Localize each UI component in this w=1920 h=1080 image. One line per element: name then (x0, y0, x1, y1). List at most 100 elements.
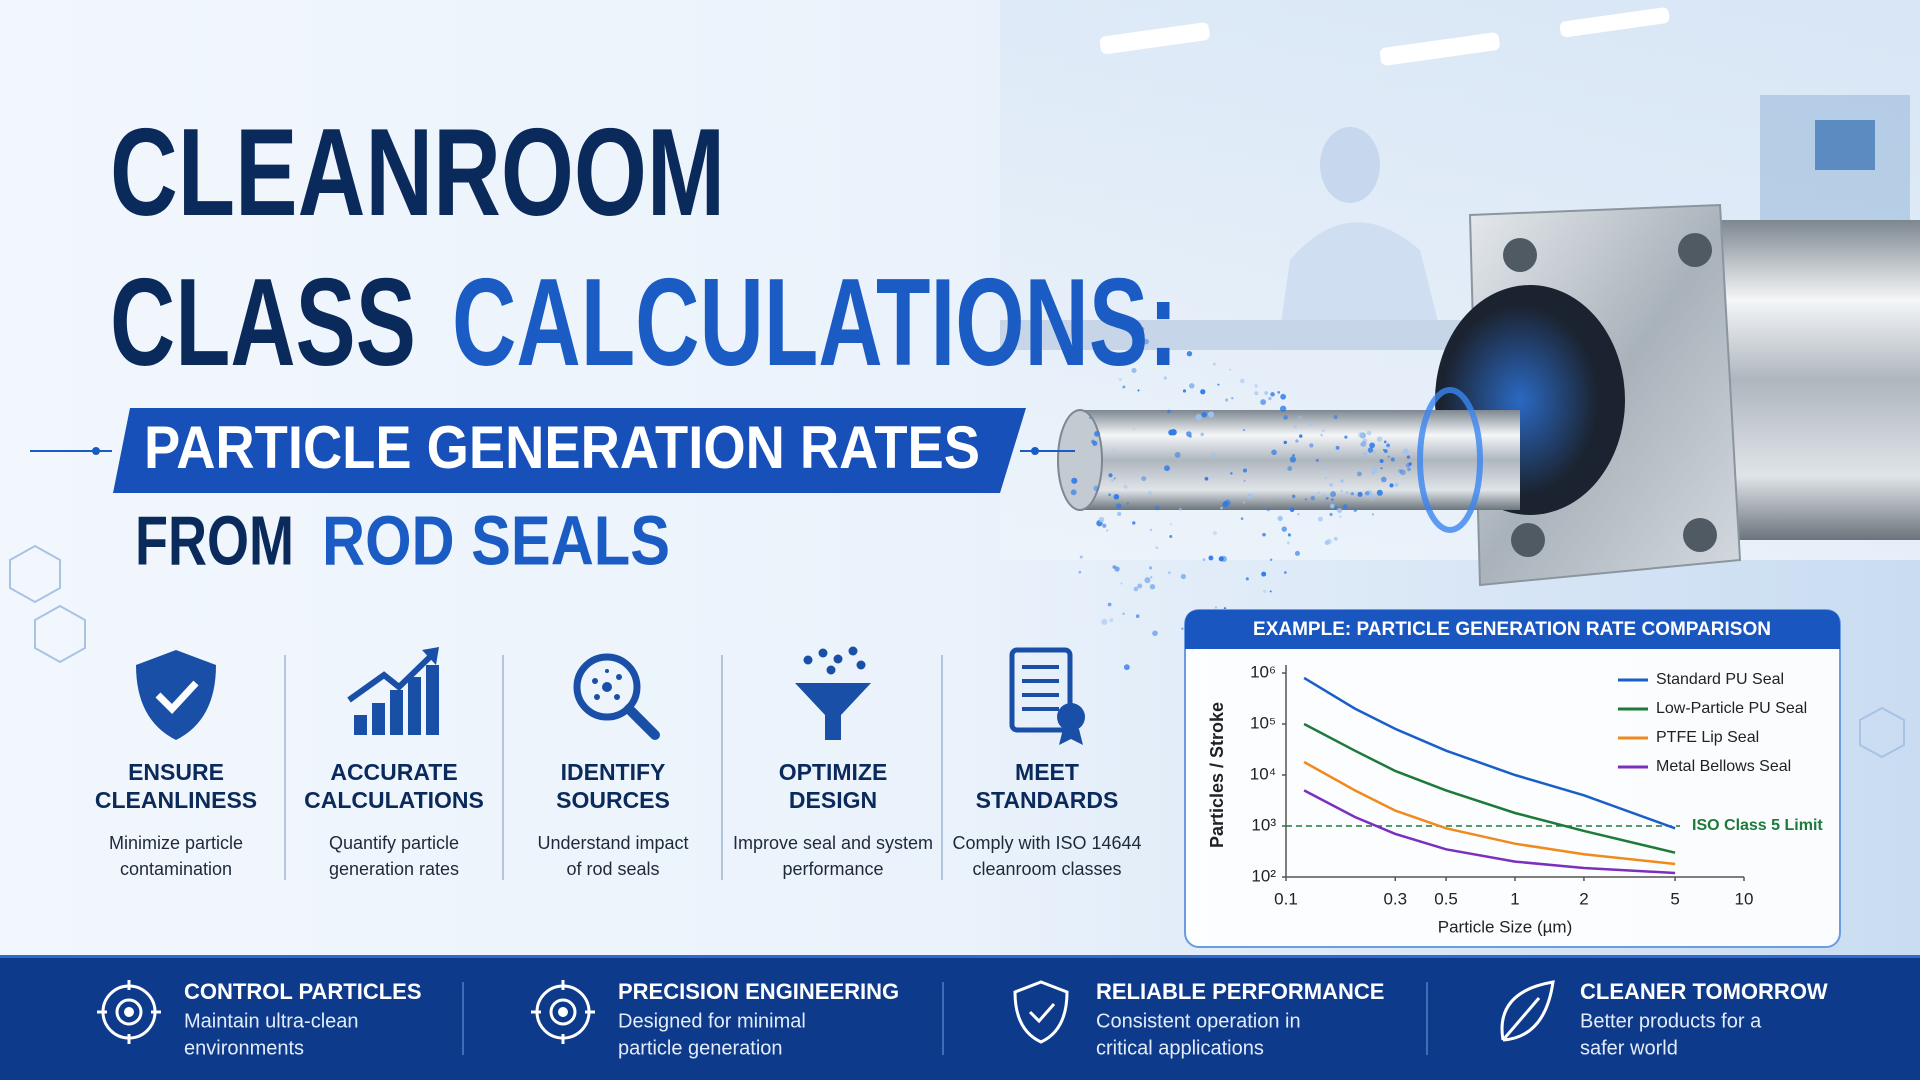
particle (1112, 448, 1116, 452)
particle (1231, 397, 1234, 400)
particle (1113, 477, 1116, 480)
footer-title: CLEANER TOMORROW (1580, 979, 1828, 1004)
hex-decor (9, 544, 1905, 759)
feature-title: ACCURATE (330, 759, 457, 785)
x-tick-label: 5 (1670, 889, 1679, 908)
particle (1266, 508, 1270, 512)
subtitle-from: FROM (135, 501, 294, 579)
particle (1101, 618, 1108, 625)
particle (1376, 489, 1383, 496)
title-line-1: CLEANROOM (110, 104, 725, 242)
particle (1155, 505, 1160, 511)
y-tick-label: 10⁴ (1250, 764, 1276, 783)
particle (1130, 325, 1133, 328)
footer-title: CONTROL PARTICLES (184, 979, 422, 1004)
particle (1344, 435, 1348, 439)
particle (1294, 550, 1300, 556)
particle (1372, 450, 1377, 454)
icon-dot (818, 648, 828, 658)
icon-dot (592, 678, 598, 684)
particle (1362, 438, 1368, 444)
icon-dot (614, 694, 620, 700)
particle (1340, 479, 1344, 483)
reference-label: ISO Class 5 Limit (1692, 817, 1823, 834)
particle (1230, 472, 1233, 475)
banner-text: PARTICLE GENERATION RATES (144, 414, 980, 481)
series-line (1303, 760, 1676, 866)
particle (1122, 385, 1126, 389)
particle (1293, 424, 1298, 429)
particle (1310, 495, 1315, 501)
legend-label: PTFE Lip Seal (1656, 729, 1759, 746)
icon-ribbon (1059, 729, 1083, 745)
feature-text: performance (782, 859, 883, 879)
particle (1317, 516, 1323, 522)
title-word-calculations: CALCULATIONS: (452, 254, 1178, 392)
particle (1220, 506, 1223, 510)
feature-text: of rod seals (566, 859, 659, 879)
particle (1356, 471, 1362, 477)
particle (1297, 415, 1302, 420)
particle (1164, 465, 1170, 472)
particle (1376, 436, 1383, 442)
particle (1269, 558, 1273, 561)
particle (1167, 409, 1171, 414)
feature-title: STANDARDS (976, 787, 1119, 813)
particle (1093, 485, 1100, 492)
footer-text: Consistent operation in (1096, 1010, 1301, 1032)
icon-bar (390, 690, 403, 735)
icon-dot (602, 682, 612, 692)
legend-label: Standard PU Seal (1656, 671, 1784, 688)
particle (1195, 414, 1202, 421)
particle (1389, 483, 1394, 488)
particle (1126, 502, 1130, 505)
icon-dot (856, 660, 866, 670)
particle (1242, 468, 1247, 473)
particle (1113, 494, 1120, 500)
footer-icon (1013, 980, 1069, 1044)
particle (1333, 415, 1338, 420)
icon-bar (354, 715, 367, 735)
particle (1223, 607, 1227, 610)
particle (1102, 523, 1107, 528)
particle (1407, 467, 1411, 472)
particle (1359, 432, 1366, 439)
particle (1291, 494, 1296, 499)
particle-spray (1070, 325, 1412, 671)
icon-dot (605, 669, 609, 673)
particle (1329, 503, 1335, 509)
particle (1178, 507, 1182, 511)
particle (1369, 442, 1375, 449)
particle (1317, 491, 1320, 494)
particle (1315, 458, 1319, 462)
particle (1309, 443, 1314, 448)
particle (1218, 556, 1224, 562)
particle (1357, 431, 1364, 438)
particle (1345, 491, 1349, 495)
icon-dot (833, 654, 843, 664)
particle (1280, 393, 1287, 400)
particle (1264, 391, 1269, 395)
icon-lens (573, 653, 641, 721)
particle (1129, 356, 1133, 361)
feature-text: Minimize particle (109, 833, 243, 853)
footer-text: environments (184, 1037, 304, 1059)
particle (1268, 396, 1272, 401)
icon-dot (594, 694, 600, 700)
legend-label: Metal Bellows Seal (1656, 758, 1791, 775)
x-tick-label: 0.1 (1274, 889, 1298, 908)
particle (1263, 589, 1267, 594)
particle (1323, 465, 1328, 470)
particle (1117, 511, 1122, 516)
footer-text: safer world (1580, 1037, 1678, 1059)
x-axis-label: Particle Size (µm) (1438, 917, 1572, 936)
particle (1281, 526, 1287, 532)
particle (1289, 456, 1297, 463)
particle (1169, 523, 1172, 526)
series-line (1303, 722, 1676, 854)
footer-icon (124, 1007, 134, 1017)
particle (1243, 479, 1246, 482)
particle (1222, 501, 1229, 508)
particle (1277, 515, 1283, 521)
y-tick-label: 10⁶ (1250, 662, 1276, 681)
